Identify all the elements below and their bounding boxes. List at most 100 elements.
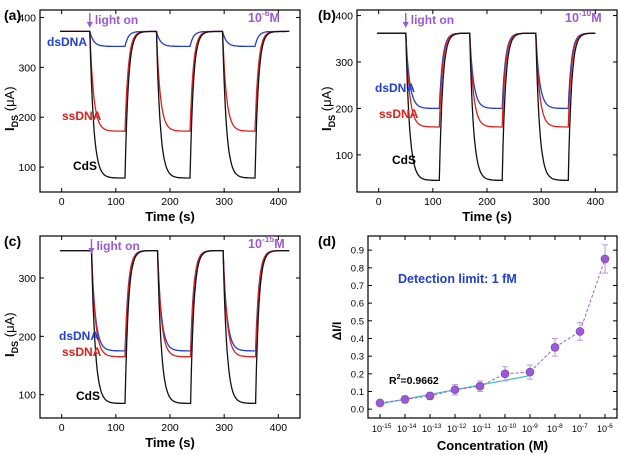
- series-line-ssdna: [377, 32, 596, 128]
- data-point: [575, 327, 585, 336]
- concentration-unit: M: [274, 237, 284, 251]
- concentration-base: 10: [248, 237, 262, 251]
- x-tick-label: 300: [532, 196, 550, 208]
- series-line-dsdna: [377, 32, 596, 110]
- panel-label: (b): [318, 7, 336, 23]
- x-tick-label: 10-14: [397, 423, 417, 434]
- y-tick-label: 300: [18, 273, 36, 285]
- light-on-label: light on: [96, 239, 139, 253]
- x-tick-base: 10: [522, 424, 532, 434]
- x-tick-label: 100: [107, 422, 125, 434]
- x-tick-label: 0: [376, 196, 382, 208]
- x-axis-label: Time (s): [462, 209, 512, 224]
- x-tick-label: 10-6: [597, 423, 613, 434]
- data-point: [475, 381, 485, 391]
- x-tick-base: 10: [422, 424, 432, 434]
- y-tick-label: 400: [18, 12, 36, 24]
- x-tick-base: 10: [447, 424, 457, 434]
- x-tick-base: 10: [572, 424, 582, 434]
- y-tick-label: 100: [18, 390, 36, 402]
- r-squared-label: R2=0.9662: [389, 374, 439, 387]
- y-tick-label: 300: [335, 57, 353, 69]
- x-tick-exponent: -15: [382, 423, 392, 430]
- data-point: [450, 385, 460, 395]
- x-axis-label: Concentration (M): [437, 438, 548, 453]
- data-point: [425, 391, 435, 401]
- x-tick-label: 200: [478, 196, 496, 208]
- light-on-label: light on: [411, 13, 454, 27]
- data-point: [600, 254, 610, 264]
- concentration-label: 10-15M: [248, 234, 285, 251]
- x-tick-label: 100: [107, 196, 125, 208]
- series-label-ssdna: ssDNA: [62, 109, 102, 123]
- y-tick-label: 0.6: [351, 299, 364, 310]
- data-point: [550, 343, 560, 352]
- y-tick-label: 100: [335, 150, 353, 162]
- x-tick-exponent: -12: [457, 423, 467, 430]
- series-label-cds: CdS: [76, 389, 100, 403]
- series-line-dsdna: [60, 30, 290, 48]
- x-tick-label: 10-8: [547, 423, 563, 434]
- x-tick-exponent: -8: [557, 423, 563, 430]
- x-tick-exponent: -10: [507, 423, 517, 430]
- panel-b: 0 100 200 300 400 100 200 300 400 dsDNA ssDNA CdS li…: [318, 7, 618, 224]
- y-tick-label: 0.4: [351, 334, 364, 345]
- light-on-arrowhead: [86, 22, 93, 28]
- x-tick-label: 10-12: [447, 423, 467, 434]
- series-label-cds: CdS: [392, 153, 416, 167]
- series-label-ssdna: ssDNA: [62, 345, 102, 359]
- y-tick-label: 200: [335, 103, 353, 115]
- r-squared-base: R: [389, 375, 397, 387]
- y-axis-label: IDS (μA): [2, 86, 20, 131]
- series-label-ssdna: ssDNA: [379, 107, 419, 121]
- concentration-exponent: -15: [262, 234, 275, 244]
- x-tick-label: 0: [59, 422, 65, 434]
- x-tick-base: 10: [547, 424, 557, 434]
- x-tick-label: 400: [270, 196, 288, 208]
- x-tick-exponent: -9: [532, 423, 538, 430]
- series-label-cds: CdS: [73, 159, 97, 173]
- y-tick-label: 200: [18, 331, 36, 343]
- series-label-dsdna: dsDNA: [59, 329, 99, 343]
- r-squared-exponent: 2: [397, 374, 401, 381]
- series-label-dsdna: dsDNA: [47, 35, 87, 49]
- x-tick-base: 10: [372, 424, 382, 434]
- x-tick-label: 300: [215, 422, 233, 434]
- y-tick-label: 0.7: [351, 281, 364, 292]
- x-tick-label: 300: [215, 196, 233, 208]
- x-tick-exponent: -6: [607, 423, 613, 430]
- y-axis-label-main: I: [2, 127, 17, 131]
- y-tick-label: 200: [18, 112, 36, 124]
- y-axis-label-unit: (μA): [319, 86, 334, 114]
- x-tick-label: 200: [161, 422, 179, 434]
- r-squared-value: =0.9662: [401, 375, 439, 387]
- panel-a: 0 100 200 300 400 100 200 300 400 dsDNA ssDNA CdS li…: [2, 7, 301, 224]
- concentration-base: 10: [565, 11, 579, 25]
- concentration-label: 10-6M: [248, 8, 280, 25]
- series-line-cds: [60, 249, 290, 405]
- x-tick-label: 10-9: [522, 423, 538, 434]
- x-tick-label: 10-11: [472, 423, 491, 434]
- panel-label: (a): [4, 7, 21, 23]
- x-tick-label: 200: [161, 196, 179, 208]
- y-axis-label: IDS (μA): [2, 312, 20, 357]
- x-axis-label: Time (s): [145, 435, 195, 450]
- data-point: [525, 367, 535, 377]
- y-tick-label: 0.8: [351, 263, 364, 274]
- y-tick-label: 400: [335, 11, 353, 23]
- data-point: [375, 398, 385, 408]
- series-label-dsdna: dsDNA: [375, 81, 415, 95]
- light-on-arrowhead: [88, 248, 95, 254]
- x-tick-exponent: -14: [407, 423, 417, 430]
- y-tick-label: 0.2: [351, 369, 364, 380]
- y-tick-label: 0.9: [351, 246, 364, 257]
- concentration-exponent: -6: [262, 8, 270, 18]
- y-axis-label: ΔI/I: [330, 322, 344, 341]
- light-on-arrowhead: [402, 22, 409, 28]
- x-tick-exponent: -7: [582, 423, 588, 430]
- x-tick-label: 100: [424, 196, 442, 208]
- x-tick-label: 10-15: [372, 423, 392, 434]
- x-tick-exponent: -11: [482, 423, 491, 430]
- panel-label: (d): [318, 233, 336, 249]
